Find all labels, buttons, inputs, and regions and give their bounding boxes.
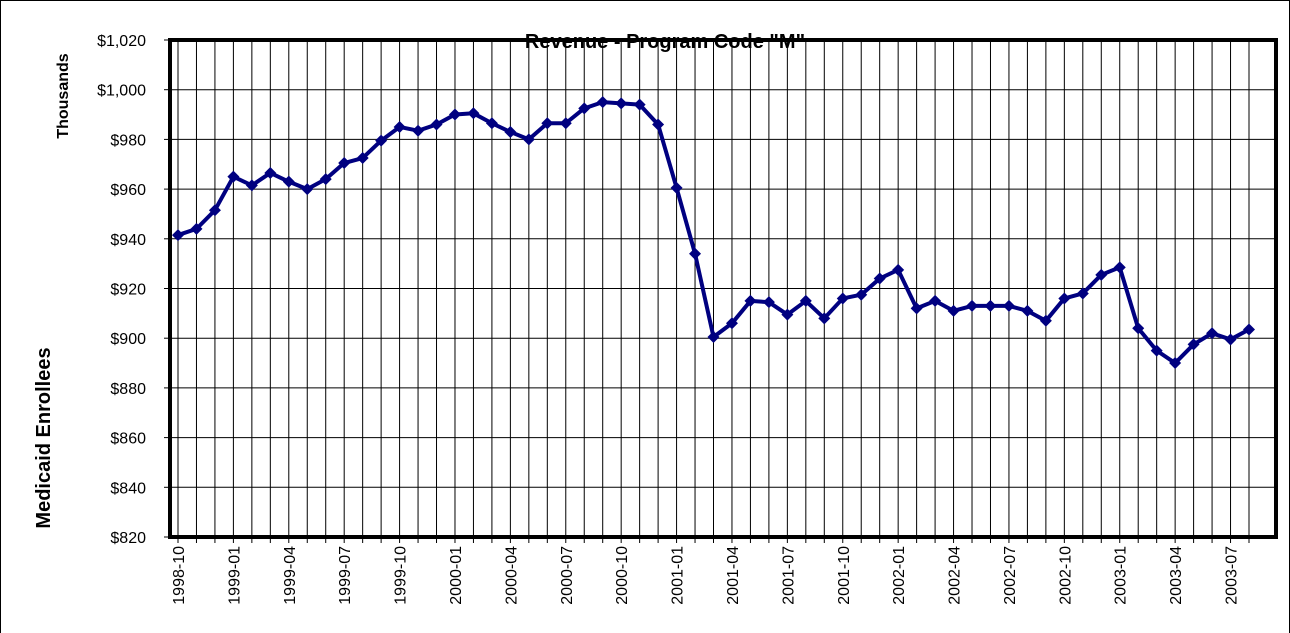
y-tick-label: $1,020	[97, 33, 146, 50]
x-tick-label: 2001-10	[836, 546, 853, 605]
point	[319, 173, 332, 186]
point	[799, 294, 812, 307]
point	[338, 157, 351, 170]
point	[412, 124, 425, 137]
y-tick-label: $980	[110, 132, 146, 149]
point	[227, 170, 240, 183]
point	[1021, 304, 1034, 317]
chart-title: Revenue - Program Code "M"	[525, 31, 805, 53]
point	[430, 118, 443, 131]
point	[1224, 333, 1237, 346]
point	[578, 102, 591, 115]
y-tick-label: $820	[110, 530, 146, 547]
point	[633, 98, 646, 111]
point	[855, 288, 868, 301]
point	[522, 133, 535, 146]
point	[892, 263, 905, 276]
point	[448, 108, 461, 121]
point	[1169, 357, 1182, 370]
point	[984, 299, 997, 312]
point	[1187, 338, 1200, 351]
point	[1206, 327, 1219, 340]
point	[541, 117, 554, 130]
point	[707, 330, 720, 343]
point	[873, 272, 886, 285]
y-tick-label: $940	[110, 232, 146, 249]
x-tick-label: 2000-10	[614, 546, 631, 605]
point	[615, 97, 628, 110]
point	[762, 296, 775, 309]
point	[190, 222, 203, 235]
plot-border	[168, 38, 1278, 539]
y-tick-label: $1,000	[97, 83, 146, 100]
x-tick-label: 2000-04	[503, 546, 520, 605]
x-tick-label: 2003-04	[1168, 546, 1185, 605]
point	[1113, 261, 1126, 274]
point	[485, 117, 498, 130]
point	[1150, 344, 1163, 357]
x-tick-label: 1998-10	[171, 546, 188, 605]
x-tick-label: 2000-07	[559, 546, 576, 605]
y-axis-label: Medicaid Enrollees	[33, 347, 55, 528]
point	[781, 308, 794, 321]
point	[172, 229, 184, 242]
x-tick-label: 2003-01	[1113, 546, 1130, 605]
point	[393, 120, 406, 133]
point	[264, 166, 277, 179]
grid	[164, 39, 1276, 543]
x-tick-label: 1999-10	[393, 546, 410, 605]
y-tick-label: $860	[110, 431, 146, 448]
point	[689, 247, 702, 260]
point	[467, 107, 480, 120]
point	[1132, 322, 1145, 335]
x-tick-label: 2002-07	[1002, 546, 1019, 605]
x-tick-label: 1999-07	[337, 546, 354, 605]
x-tick-label: 2001-04	[725, 546, 742, 605]
point	[1076, 287, 1089, 300]
y-tick-label: $900	[110, 331, 146, 348]
y-tick-label: $920	[110, 282, 146, 299]
point	[245, 179, 258, 192]
point	[1243, 323, 1255, 336]
point	[375, 134, 388, 147]
point	[947, 304, 960, 317]
point	[596, 96, 609, 109]
point	[356, 152, 369, 165]
point	[744, 294, 757, 307]
x-tick-label: 2001-07	[780, 546, 797, 605]
marks	[172, 96, 1255, 370]
x-tick-label: 2000-01	[448, 546, 465, 605]
x-tick-label: 2002-01	[891, 546, 908, 605]
point	[301, 183, 314, 196]
point	[966, 299, 979, 312]
point	[929, 294, 942, 307]
point	[1039, 314, 1052, 327]
y-tick-label: $960	[110, 182, 146, 199]
point	[208, 204, 221, 217]
y-unit: Thousands	[55, 53, 72, 138]
point	[1058, 292, 1071, 305]
point	[910, 302, 923, 315]
point	[559, 117, 572, 130]
point	[725, 317, 738, 330]
point	[1095, 268, 1108, 281]
x-tick-label: 2001-01	[670, 546, 687, 605]
point	[818, 312, 831, 325]
y-tick-label: $840	[110, 480, 146, 497]
x-tick-label: 2002-10	[1057, 546, 1074, 605]
point	[670, 181, 683, 194]
x-tick-label: 1999-01	[226, 546, 243, 605]
point	[652, 118, 665, 131]
point	[1002, 299, 1015, 312]
point	[836, 292, 849, 305]
point	[282, 175, 295, 188]
x-tick-label: 2002-04	[947, 546, 964, 605]
point	[504, 125, 517, 138]
x-tick-label: 1999-04	[282, 546, 299, 605]
x-tick-label: 2003-07	[1224, 546, 1241, 605]
y-tick-label: $880	[110, 381, 146, 398]
